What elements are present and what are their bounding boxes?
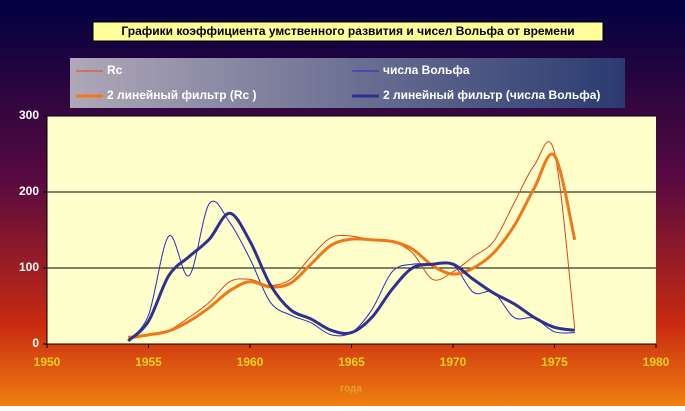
chart-title: Графики коэффициента умственного развити… <box>121 24 574 38</box>
legend <box>70 58 625 108</box>
x-tick-label: 1970 <box>440 355 467 369</box>
y-tick-label: 0 <box>32 336 39 350</box>
legend-label: 2 линейный фильтр (числа Вольфа) <box>383 88 600 102</box>
legend-label: числа Вольфа <box>383 63 470 77</box>
x-tick-label: 1965 <box>338 355 365 369</box>
y-tick-label: 300 <box>19 108 39 122</box>
series-line <box>127 211 576 343</box>
x-tick-label: 1955 <box>135 355 162 369</box>
x-tick-label: 1975 <box>541 355 568 369</box>
x-tick-label: 1980 <box>643 355 670 369</box>
legend-label: Rc <box>107 63 123 77</box>
y-tick-label: 100 <box>19 260 39 274</box>
series-line <box>127 152 577 340</box>
x-axis-label: года <box>340 384 362 395</box>
x-tick-label: 1960 <box>237 355 264 369</box>
title-box <box>92 21 604 42</box>
series-line <box>128 141 576 337</box>
x-tick-label: 1950 <box>34 355 61 369</box>
legend-label: 2 линейный фильтр (Rc ) <box>107 88 257 102</box>
y-tick-label: 200 <box>19 184 39 198</box>
